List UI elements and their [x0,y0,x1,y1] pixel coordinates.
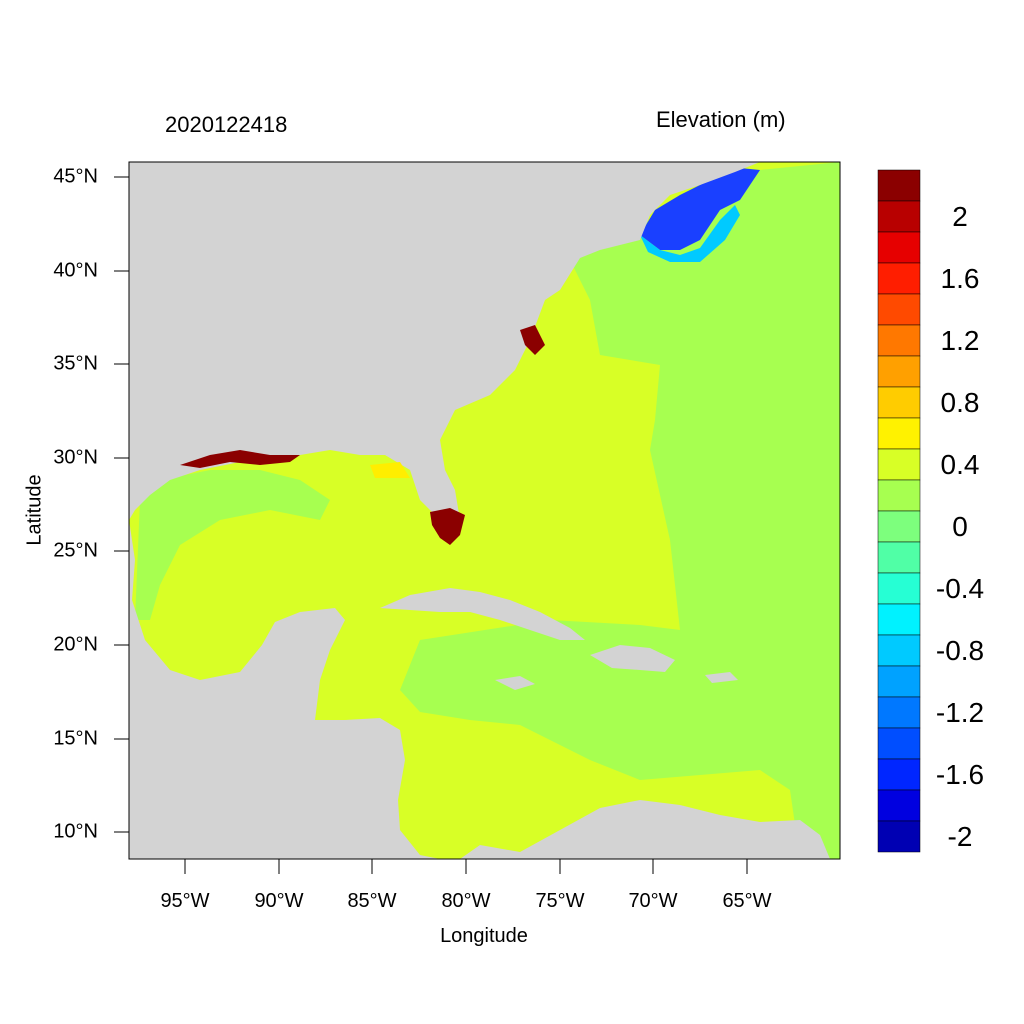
colorbar-title: Elevation (m) [656,107,786,132]
colorbar-tick-label: 0.4 [940,448,980,480]
colorbar-swatch [877,231,921,264]
y-axis [114,176,129,833]
x-tick-label: 95°W [160,890,210,912]
land-south-america [460,800,830,859]
colorbar-swatch [877,324,921,357]
y-tick-label: 15°N [53,727,98,750]
colorbar-swatch [877,169,921,202]
colorbar-swatch [877,665,921,698]
colorbar-swatch [877,758,921,791]
plot-timestamp: 2020122418 [165,112,288,137]
colorbar-swatch [877,696,921,729]
x-tick-label: 80°W [441,890,491,912]
colorbar-swatch [877,510,921,543]
colorbar-swatch [877,541,921,574]
colorbar-tick-label: -0.4 [935,572,985,604]
x-tick-label: 90°W [254,890,304,912]
map-content [129,162,840,859]
colorbar-swatch [877,789,921,822]
y-tick-label: 10°N [53,820,98,843]
colorbar-tick-label: 0 [952,510,968,542]
colorbar-swatch [877,727,921,760]
x-axis-title: Longitude [440,925,528,947]
colorbar-swatch [877,634,921,667]
colorbar-swatch [877,355,921,388]
colorbar [877,169,921,853]
x-axis [184,859,748,874]
y-tick-label: 45°N [53,165,98,188]
coastal-flooding-gulf [180,450,300,468]
x-tick-label: 65°W [722,890,772,912]
y-tick-label: 40°N [53,259,98,282]
y-tick-label: 20°N [53,633,98,656]
x-tick-label: 75°W [535,890,585,912]
x-tick-label: 70°W [628,890,678,912]
colorbar-tick-label: -1.6 [935,758,985,790]
gulf-shelf-region [135,470,330,620]
colorbar-swatch [877,200,921,233]
colorbar-swatch [877,262,921,295]
colorbar-swatch [877,448,921,481]
colorbar-swatch [877,386,921,419]
negative-elevation-edge [640,205,740,262]
colorbar-tick-label: -0.8 [935,634,985,666]
plot-frame [128,161,841,860]
colorbar-swatch [877,603,921,636]
colorbar-tick-label: 1.2 [940,324,980,356]
colorbar-swatch [877,479,921,512]
y-tick-label: 25°N [53,539,98,562]
colorbar-swatch [877,293,921,326]
x-tick-label: 85°W [347,890,397,912]
negative-elevation-region [640,168,760,250]
land-cuba [380,588,585,640]
y-tick-label: 30°N [53,446,98,469]
colorbar-tick-label: -2 [947,820,973,852]
land-north-america [129,162,760,540]
coastal-flooding-carolina [520,325,545,355]
elevated-patch [370,462,410,478]
colorbar-tick-label: 0.8 [940,386,980,418]
y-tick-label: 35°N [53,352,98,375]
coastal-flooding-florida [430,508,465,545]
y-axis-title: Latitude [23,474,46,546]
colorbar-tick-label: 1.6 [940,262,980,294]
land-hispaniola [590,645,675,672]
colorbar-swatch [877,417,921,450]
land-puerto-rico [705,672,738,683]
land-mexico-central-america [129,520,440,859]
colorbar-tick-label: 2 [952,200,968,232]
colorbar-swatch [877,572,921,605]
land-jamaica [495,676,535,690]
colorbar-tick-label: -1.2 [935,696,985,728]
colorbar-swatch [877,820,921,853]
